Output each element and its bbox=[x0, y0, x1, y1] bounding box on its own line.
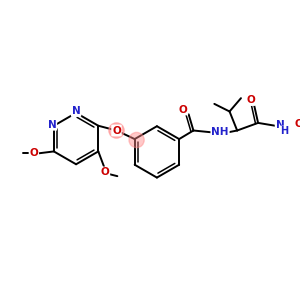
Text: N: N bbox=[48, 120, 56, 130]
Text: N: N bbox=[72, 106, 80, 116]
Text: O: O bbox=[100, 167, 109, 177]
Circle shape bbox=[129, 132, 144, 148]
Text: O: O bbox=[29, 148, 38, 158]
Circle shape bbox=[109, 123, 124, 138]
Text: H: H bbox=[280, 127, 288, 136]
Text: O: O bbox=[112, 125, 121, 136]
Text: O: O bbox=[295, 119, 300, 129]
Text: O: O bbox=[246, 95, 255, 105]
Text: NH: NH bbox=[211, 128, 229, 137]
Text: N: N bbox=[276, 120, 284, 130]
Text: O: O bbox=[178, 105, 187, 115]
